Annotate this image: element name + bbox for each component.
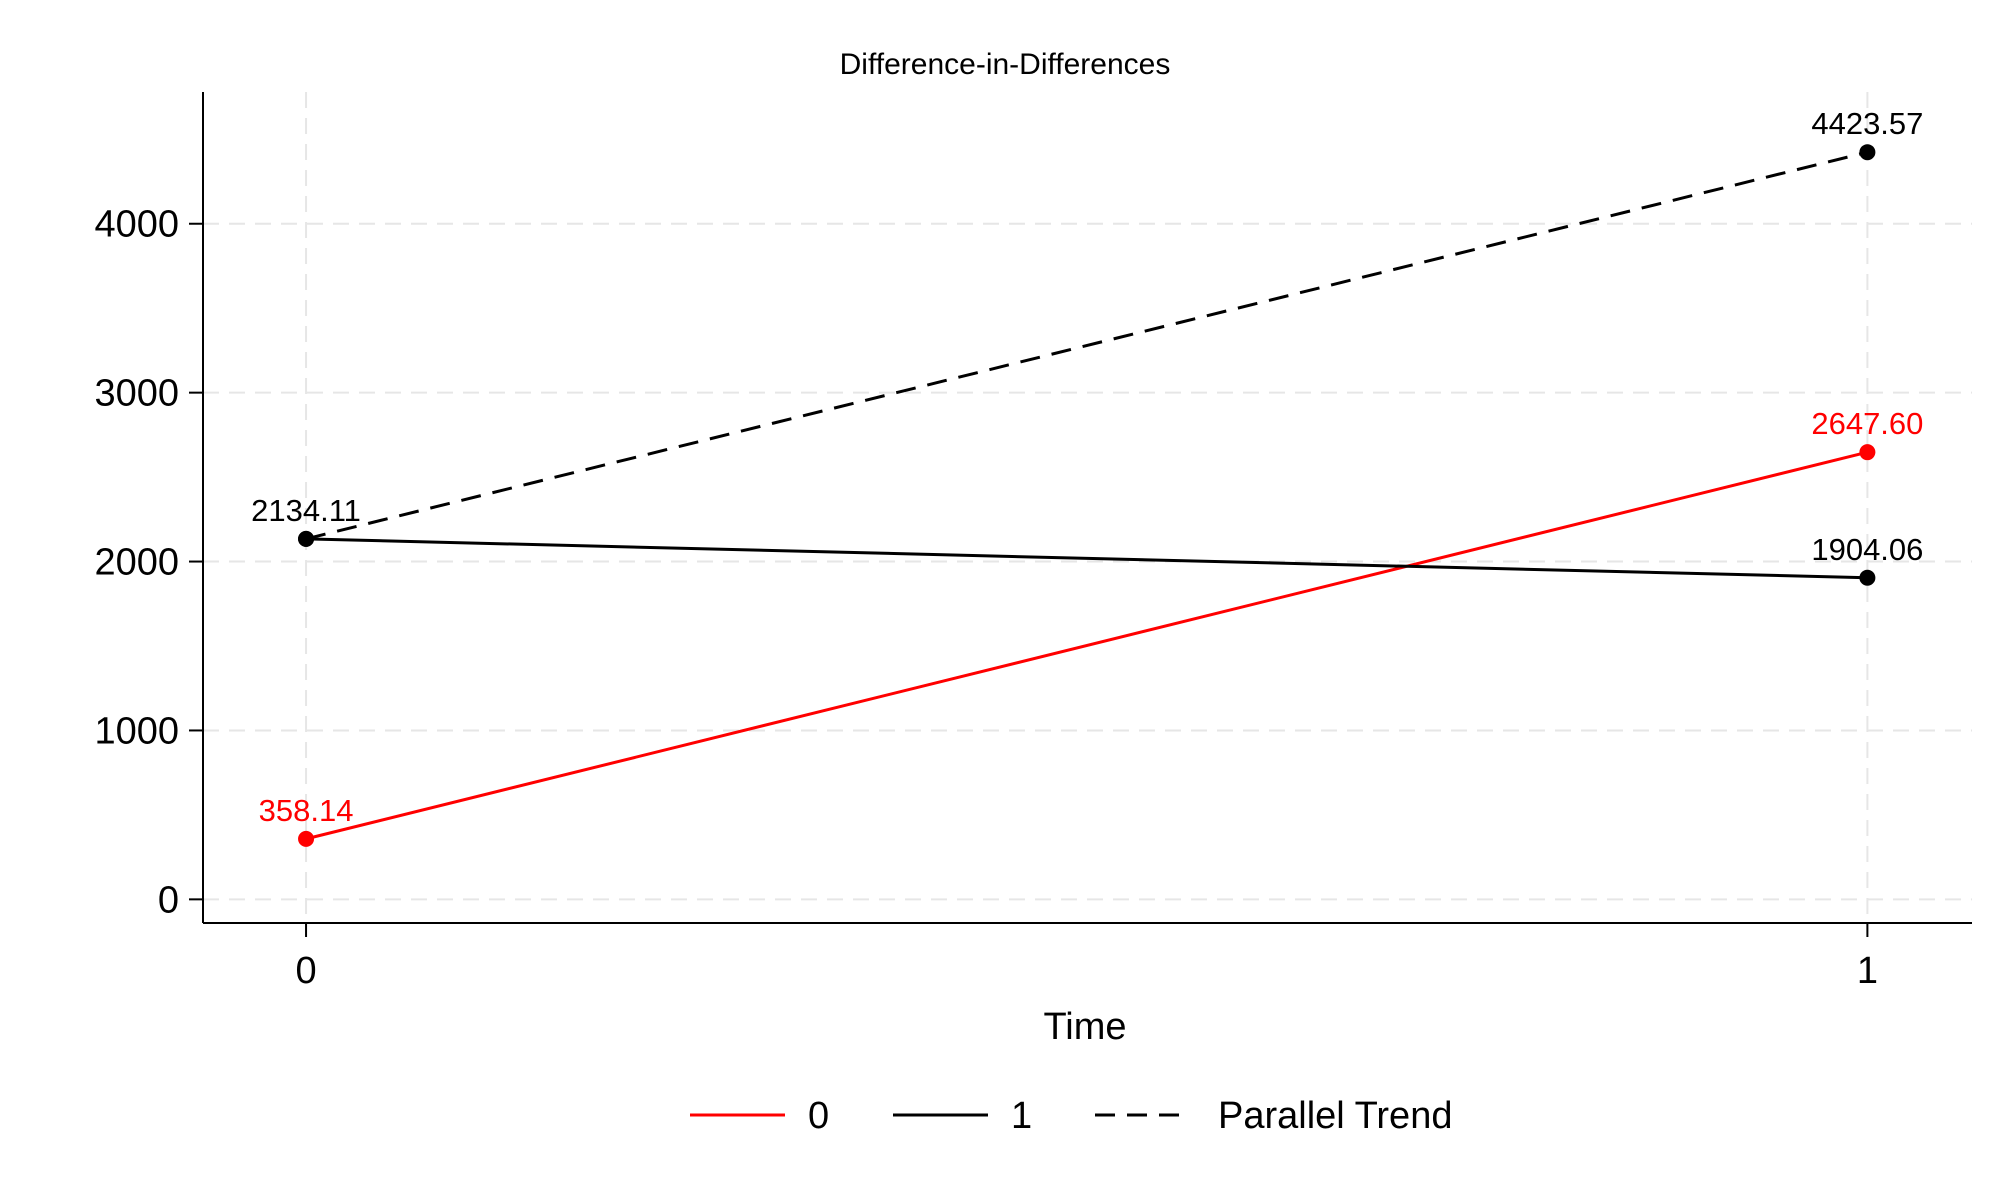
series-line xyxy=(306,537,1868,580)
grid-layer xyxy=(203,92,1972,923)
data-label: 2647.60 xyxy=(1811,406,1923,441)
data-label: 4423.57 xyxy=(1811,106,1923,141)
data-point xyxy=(298,830,315,847)
chart-title: Difference-in-Differences xyxy=(840,48,1171,81)
legend-label: 0 xyxy=(808,1095,829,1137)
y-tick-label: 4000 xyxy=(94,204,179,246)
legend-label: 1 xyxy=(1011,1095,1032,1137)
series-layer xyxy=(298,144,1876,847)
data-point xyxy=(1859,569,1876,586)
data-point xyxy=(1859,144,1876,161)
y-tick-label: 2000 xyxy=(94,542,179,584)
x-tick-label: 1 xyxy=(1857,950,1878,992)
data-label: 2134.11 xyxy=(251,493,361,528)
legend-label: Parallel Trend xyxy=(1218,1095,1452,1137)
data-point xyxy=(1859,444,1876,461)
axes-layer: 0 1000 2000 3000 4000 0 1 xyxy=(94,92,1972,992)
y-tick-label: 1000 xyxy=(94,710,179,752)
x-axis-title: Time xyxy=(1043,1006,1126,1048)
data-label: 358.14 xyxy=(259,793,354,828)
data-label: 1904.06 xyxy=(1811,532,1923,567)
series-line xyxy=(305,150,1868,541)
data-point xyxy=(298,530,315,547)
legend: 0 1 Parallel Trend xyxy=(690,1095,1452,1137)
y-tick-label: 3000 xyxy=(94,373,179,415)
data-label-layer: 358.14 2647.60 2134.11 1904.06 4423.57 xyxy=(251,106,1923,828)
x-tick-label: 0 xyxy=(295,950,316,992)
y-tick-label: 0 xyxy=(158,879,179,921)
series-line xyxy=(305,450,1868,841)
